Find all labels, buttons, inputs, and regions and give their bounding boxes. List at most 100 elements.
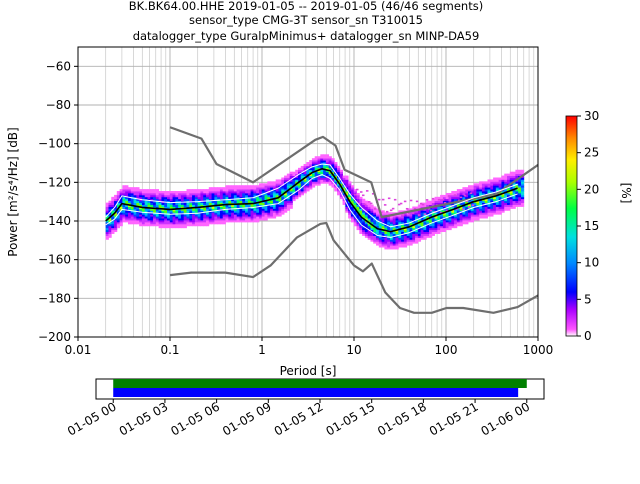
psd-heatmap-cell [219,206,224,209]
psd-heatmap-cell [426,229,430,233]
psd-heatmap-cell [337,189,341,192]
psd-heatmap-cell [272,181,277,184]
psd-heatmap-cell [487,212,491,215]
psd-heatmap-cell [442,200,447,204]
psd-heatmap-cell [267,216,271,219]
psd-heatmap-cell [108,220,112,223]
psd-heatmap-cell [278,191,282,194]
psd-heatmap-cell [384,227,388,231]
psd-heatmap-cell [150,200,154,204]
psd-heatmap-cell [448,218,452,221]
psd-heatmap-cell [217,216,221,219]
psd-heatmap-cell [493,208,497,211]
psd-heatmap-cell [479,206,483,209]
psd-heatmap-cell [317,167,321,171]
psd-heatmap-cell [373,231,377,234]
psd-heatmap-cell [498,194,502,198]
psd-heatmap-cell [264,202,268,205]
psd-heatmap-cell [111,227,115,231]
psd-heatmap-cell [125,214,129,217]
psd-heatmap-cell [144,208,148,211]
psd-heatmap-cell [465,194,469,198]
psd-heatmap-cell [373,229,377,233]
psd-heatmap-cell [512,173,516,176]
psd-heatmap-cell [451,212,455,215]
psd-heatmap-cell [167,216,171,219]
psd-heatmap-cell [169,192,173,196]
psd-heatmap-cell [423,233,427,236]
psd-outlier-cell [439,211,443,214]
psd-heatmap-cell [376,229,380,233]
psd-heatmap-cell [364,206,369,209]
psd-heatmap-cell [183,208,187,211]
psd-heatmap-cell [155,202,160,205]
psd-heatmap-cell [484,187,488,190]
psd-heatmap-cell [509,171,513,175]
psd-heatmap-cell [378,231,383,234]
psd-heatmap-cell [498,181,502,184]
psd-heatmap-cell [481,196,486,200]
psd-heatmap-cell [350,191,355,194]
psd-heatmap-cell [178,194,182,198]
psd-heatmap-cell [448,216,452,219]
psd-heatmap-cell [437,218,441,221]
psd-heatmap-cell [317,183,321,186]
psd-heatmap-cell [172,192,176,196]
psd-heatmap-cell [206,189,210,192]
psd-heatmap-cell [203,223,207,227]
psd-heatmap-cell [412,218,416,221]
psd-heatmap-cell [437,196,441,200]
psd-heatmap-cell [331,179,335,182]
psd-heatmap-cell [428,204,433,207]
psd-heatmap-cell [141,204,146,207]
psd-heatmap-cell [208,221,212,225]
psd-heatmap-cell [144,192,148,196]
psd-heatmap-cell [253,198,257,202]
psd-heatmap-cell [512,175,516,178]
psd-heatmap-cell [370,225,374,229]
psd-heatmap-cell [295,171,299,175]
psd-heatmap-cell [133,194,137,198]
psd-heatmap-cell [409,218,413,221]
psd-heatmap-cell [495,210,500,213]
psd-heatmap-cell [284,185,288,188]
psd-heatmap-cell [136,187,140,190]
psd-heatmap-cell [275,204,279,207]
psd-heatmap-cell [222,220,226,223]
psd-heatmap-cell [139,221,143,225]
psd-heatmap-cell [139,202,143,205]
psd-heatmap-cell [454,191,458,194]
psd-heatmap-cell [456,196,461,200]
psd-heatmap-cell [286,177,291,180]
psd-heatmap-cell [309,183,313,186]
psd-heatmap-cell [214,196,218,200]
psd-heatmap-cell [356,196,360,200]
psd-outlier-cell [354,193,357,196]
psd-heatmap-cell [233,206,238,209]
psd-heatmap-cell [239,194,243,198]
psd-heatmap-cell [420,223,424,227]
psd-heatmap-cell [275,206,279,209]
psd-heatmap-cell [164,191,168,194]
psd-heatmap-cell [169,204,173,207]
noise-model-lines [105,126,538,314]
psd-heatmap-cell [398,235,402,238]
psd-heatmap-cell [175,216,179,219]
psd-heatmap-cell [258,191,263,194]
psd-heatmap-cell [164,204,168,207]
psd-heatmap-cell [247,189,252,192]
psd-heatmap-cell [275,194,279,198]
psd-heatmap-cell [445,196,449,200]
psd-heatmap-cell [289,204,293,207]
psd-heatmap-cell [303,179,307,182]
psd-heatmap-cell [225,185,229,188]
psd-heatmap-cell [381,225,385,229]
psd-heatmap-cell [484,206,488,209]
psd-heatmap-cell [345,191,349,194]
psd-heatmap-cell [197,214,201,217]
psd-heatmap-cell [228,189,232,192]
psd-heatmap-cell [456,189,461,192]
psd-heatmap-cell [378,216,383,219]
psd-heatmap-cell [512,171,516,175]
psd-heatmap-cell [247,192,252,196]
